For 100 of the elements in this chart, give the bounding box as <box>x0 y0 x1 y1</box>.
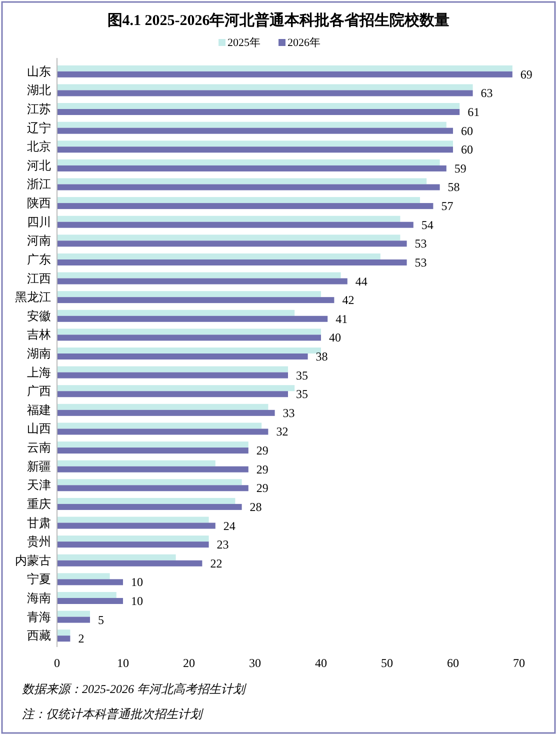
x-tick-label: 30 <box>249 656 261 670</box>
bar <box>57 240 407 247</box>
bar <box>57 522 216 529</box>
bar <box>57 65 512 72</box>
bar <box>57 616 90 623</box>
source-note: 数据来源：2025-2026 年河北高考招生计划 <box>22 682 247 696</box>
y-tick-label: 福建 <box>27 402 51 417</box>
bar <box>57 128 453 134</box>
bar <box>57 610 90 617</box>
x-tick-label: 50 <box>381 656 393 670</box>
data-label: 38 <box>316 350 328 364</box>
bar <box>57 222 414 228</box>
x-tick-label: 0 <box>54 656 60 670</box>
bar <box>57 71 512 78</box>
y-tick-label: 河南 <box>27 234 51 248</box>
y-tick-label: 内蒙古 <box>15 553 51 568</box>
bar <box>57 272 341 278</box>
data-label: 60 <box>461 124 473 138</box>
bar <box>57 573 110 580</box>
bar <box>57 385 295 392</box>
bar <box>57 366 288 372</box>
bar <box>57 310 295 316</box>
y-tick-label: 陕西 <box>27 196 51 210</box>
bar <box>57 178 427 184</box>
y-tick-label: 重庆 <box>27 496 51 511</box>
bar <box>57 253 380 260</box>
y-tick-label: 湖北 <box>27 83 51 98</box>
bar <box>57 542 209 548</box>
bar <box>57 122 446 128</box>
y-tick-label: 上海 <box>27 365 51 380</box>
bar <box>57 504 242 510</box>
bar <box>57 442 248 448</box>
bar <box>57 630 70 636</box>
bar <box>57 536 209 542</box>
bar <box>57 485 248 492</box>
data-label: 40 <box>329 330 341 345</box>
data-label: 63 <box>480 86 493 100</box>
y-tick-label: 云南 <box>27 440 51 455</box>
y-tick-label: 辽宁 <box>27 120 51 135</box>
y-tick-label: 浙江 <box>27 177 51 192</box>
legend-label: 2025年 <box>228 37 260 49</box>
bar <box>57 404 268 410</box>
y-tick-label: 新疆 <box>27 459 51 474</box>
y-tick-label: 宁夏 <box>27 572 51 586</box>
x-tick-label: 60 <box>447 656 459 670</box>
bar <box>57 90 473 96</box>
bar <box>57 479 242 486</box>
y-tick-label: 青海 <box>27 610 51 624</box>
bar <box>57 554 176 560</box>
y-tick-label: 北京 <box>27 140 51 154</box>
y-tick-label: 山东 <box>27 64 51 78</box>
bar <box>57 636 70 642</box>
bar <box>57 560 202 566</box>
data-label: 33 <box>282 406 295 420</box>
y-tick-label: 广西 <box>27 384 51 398</box>
bar <box>57 579 123 586</box>
data-label: 54 <box>421 218 434 232</box>
data-label: 35 <box>296 368 308 382</box>
data-label: 60 <box>461 142 473 157</box>
x-tick-label: 20 <box>183 656 195 670</box>
y-tick-label: 河北 <box>27 158 51 172</box>
bar <box>57 216 400 222</box>
bar <box>57 448 248 454</box>
y-tick-label: 吉林 <box>27 328 51 342</box>
data-label: 35 <box>296 387 308 402</box>
bar <box>57 348 321 354</box>
data-label: 53 <box>414 255 427 270</box>
data-label: 23 <box>216 538 229 552</box>
bar <box>57 334 321 341</box>
y-tick-label: 安徽 <box>27 308 51 323</box>
y-tick-label: 湖南 <box>27 346 51 360</box>
bar <box>57 109 460 116</box>
bar <box>57 291 321 298</box>
data-label: 10 <box>131 594 143 608</box>
y-tick-label: 四川 <box>27 214 51 229</box>
data-label: 44 <box>355 274 368 288</box>
data-label: 69 <box>520 67 532 82</box>
bar <box>57 460 216 466</box>
y-tick-label: 广东 <box>27 252 51 266</box>
bar <box>57 328 321 335</box>
bar <box>57 165 446 172</box>
data-label: 29 <box>256 444 268 458</box>
data-label: 28 <box>250 500 262 514</box>
bar <box>57 84 473 90</box>
data-label: 32 <box>276 424 288 439</box>
data-label: 22 <box>210 556 222 570</box>
data-label: 53 <box>414 236 427 251</box>
y-tick-label: 海南 <box>27 590 51 605</box>
data-label: 5 <box>98 612 104 627</box>
y-tick-label: 山西 <box>27 422 51 436</box>
bar <box>57 372 288 378</box>
data-label: 10 <box>131 575 143 590</box>
data-label: 42 <box>342 293 354 308</box>
bar <box>57 592 116 598</box>
data-label: 58 <box>448 180 460 194</box>
bar <box>57 354 308 360</box>
data-label: 59 <box>454 161 466 176</box>
y-tick-label: 江苏 <box>27 102 51 116</box>
bar <box>57 197 420 204</box>
bar <box>57 598 123 604</box>
